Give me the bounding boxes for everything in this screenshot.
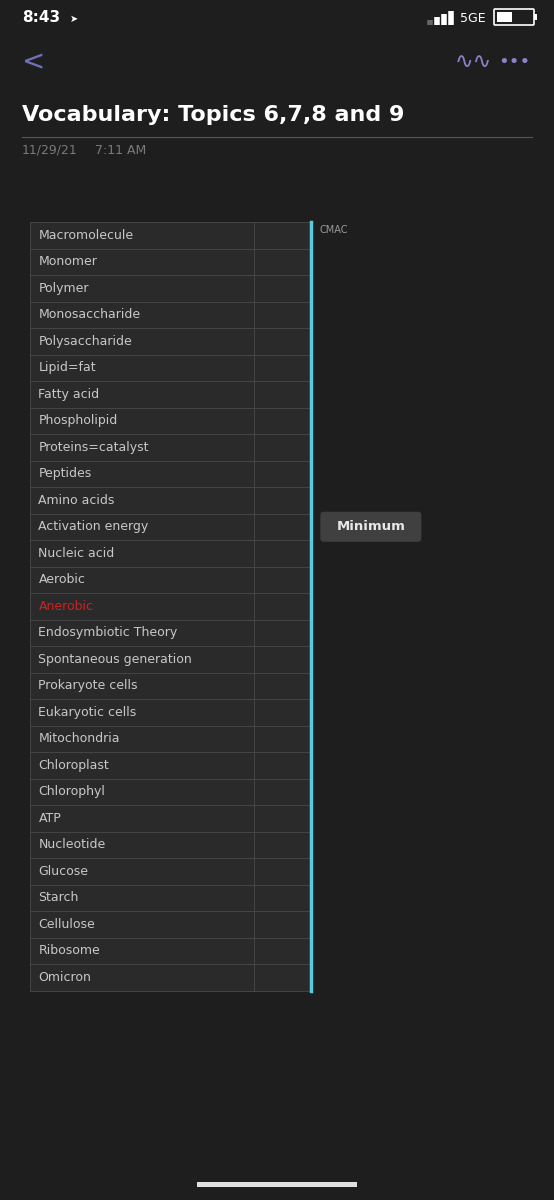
Text: Vocabulary: Topics 6,7,8 and 9: Vocabulary: Topics 6,7,8 and 9 bbox=[22, 104, 404, 125]
Bar bbox=[197, 1182, 357, 1187]
Text: Mitochondria: Mitochondria bbox=[38, 732, 120, 745]
Text: Minimum: Minimum bbox=[336, 521, 406, 533]
Text: Activation energy: Activation energy bbox=[38, 521, 148, 533]
Text: Endosymbiotic Theory: Endosymbiotic Theory bbox=[38, 626, 178, 640]
Text: Anerobic: Anerobic bbox=[38, 600, 94, 613]
Text: Fatty acid: Fatty acid bbox=[38, 388, 100, 401]
Text: Omicron: Omicron bbox=[38, 971, 91, 984]
Text: CMAC: CMAC bbox=[319, 226, 348, 235]
FancyBboxPatch shape bbox=[320, 511, 422, 541]
Text: Glucose: Glucose bbox=[38, 865, 89, 877]
Text: 11/29/21: 11/29/21 bbox=[22, 144, 78, 156]
Text: Monomer: Monomer bbox=[38, 256, 98, 269]
Text: 8:43: 8:43 bbox=[22, 11, 60, 25]
Text: Eukaryotic cells: Eukaryotic cells bbox=[38, 706, 137, 719]
Bar bbox=[534, 14, 537, 20]
Text: Cellulose: Cellulose bbox=[38, 918, 95, 931]
Text: •••: ••• bbox=[498, 53, 530, 71]
Text: ➤: ➤ bbox=[70, 14, 78, 24]
Text: Nucleotide: Nucleotide bbox=[38, 839, 106, 851]
Text: ATP: ATP bbox=[38, 811, 61, 824]
Text: Lipid=fat: Lipid=fat bbox=[38, 361, 96, 374]
Text: Peptides: Peptides bbox=[38, 467, 92, 480]
Text: Polymer: Polymer bbox=[38, 282, 89, 295]
Text: Amino acids: Amino acids bbox=[38, 493, 115, 506]
Bar bbox=[497, 12, 512, 22]
Text: <: < bbox=[22, 48, 45, 76]
Text: 5GE: 5GE bbox=[460, 12, 486, 24]
Text: 7:11 AM: 7:11 AM bbox=[95, 144, 146, 156]
Text: Aerobic: Aerobic bbox=[38, 574, 85, 587]
Text: Monosaccharide: Monosaccharide bbox=[38, 308, 141, 322]
Text: Spontaneous generation: Spontaneous generation bbox=[38, 653, 192, 666]
Bar bbox=[30, 222, 311, 990]
Text: Chloroplast: Chloroplast bbox=[38, 758, 109, 772]
Text: Phospholipid: Phospholipid bbox=[38, 414, 117, 427]
Text: Ribosome: Ribosome bbox=[38, 944, 100, 958]
Text: Polysaccharide: Polysaccharide bbox=[38, 335, 132, 348]
Text: Prokaryote cells: Prokaryote cells bbox=[38, 679, 138, 692]
Text: Chlorophyl: Chlorophyl bbox=[38, 785, 105, 798]
Text: Starch: Starch bbox=[38, 892, 79, 905]
Text: ∿∿: ∿∿ bbox=[455, 52, 493, 72]
Text: Nucleic acid: Nucleic acid bbox=[38, 547, 115, 559]
Text: Proteins=catalyst: Proteins=catalyst bbox=[38, 440, 149, 454]
Text: Macromolecule: Macromolecule bbox=[38, 229, 134, 241]
